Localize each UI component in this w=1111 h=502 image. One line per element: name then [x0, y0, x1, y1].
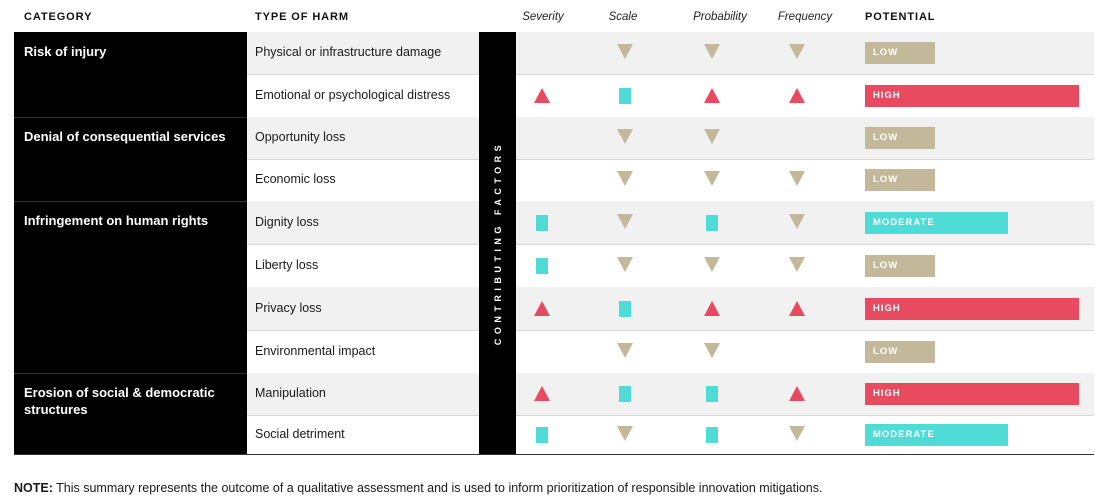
- low-triangle-icon: [789, 171, 805, 186]
- category-label: Denial of consequential services: [24, 129, 226, 144]
- footnote-text: This summary represents the outcome of a…: [52, 481, 823, 495]
- low-triangle-icon: [617, 44, 633, 59]
- category-label: Infringement on human rights: [24, 213, 209, 228]
- potential-badge: HIGH: [865, 297, 1079, 320]
- high-triangle-icon: [704, 87, 720, 103]
- category-label: Erosion of social & democratic structure…: [24, 385, 215, 417]
- potential-badge: MODERATE: [865, 211, 1008, 234]
- harm-type: Social detriment: [255, 426, 345, 441]
- high-triangle-icon: [534, 87, 550, 103]
- potential-badge: MODERATE: [865, 423, 1008, 446]
- harm-type: Environmental impact: [255, 343, 376, 358]
- row-divider: [247, 415, 1094, 416]
- high-triangle-icon: [789, 87, 805, 103]
- harm-type: Physical or infrastructure damage: [255, 45, 442, 59]
- category-block: [14, 373, 247, 454]
- potential-badge: HIGH: [865, 383, 1079, 405]
- header-frequency: Frequency: [777, 11, 833, 23]
- harm-type: Liberty loss: [255, 257, 319, 272]
- row-divider: [247, 74, 1094, 75]
- moderate-square-icon: [619, 300, 631, 317]
- table-row: [247, 159, 1094, 201]
- header-scale: Scale: [608, 11, 638, 23]
- potential-badge: LOW: [865, 169, 935, 191]
- low-triangle-icon: [704, 342, 720, 358]
- row-divider: [247, 244, 1094, 245]
- low-triangle-icon: [617, 213, 633, 229]
- table-row: [247, 32, 1094, 74]
- table-row: [247, 117, 1094, 159]
- low-triangle-icon: [617, 342, 633, 358]
- moderate-square-icon: [706, 214, 718, 231]
- harm-type: Dignity loss: [255, 214, 319, 229]
- header-probability: Probability: [693, 11, 747, 23]
- header-severity: Severity: [522, 11, 564, 23]
- potential-badge: LOW: [865, 340, 935, 363]
- low-triangle-icon: [704, 256, 720, 272]
- potential-badge: LOW: [865, 42, 935, 64]
- moderate-square-icon: [536, 214, 548, 231]
- low-triangle-icon: [789, 213, 805, 229]
- category-block: [14, 32, 247, 117]
- low-triangle-icon: [704, 129, 720, 144]
- high-triangle-icon: [534, 386, 550, 401]
- row-divider: [247, 159, 1094, 160]
- header-potential: POTENTIAL: [865, 11, 936, 23]
- harm-type: Economic loss: [255, 172, 336, 186]
- low-triangle-icon: [704, 171, 720, 186]
- contributing-factors-bar: CONTRIBUTING FACTORS: [479, 32, 516, 454]
- low-triangle-icon: [617, 171, 633, 186]
- harm-type: Privacy loss: [255, 300, 322, 315]
- low-triangle-icon: [789, 256, 805, 272]
- footnote-prefix: NOTE:: [14, 481, 53, 495]
- moderate-square-icon: [536, 426, 548, 443]
- high-triangle-icon: [789, 300, 805, 316]
- high-triangle-icon: [534, 300, 550, 316]
- moderate-square-icon: [619, 87, 631, 104]
- category-block: [14, 201, 247, 373]
- low-triangle-icon: [617, 256, 633, 272]
- footnote: NOTE: This summary represents the outcom…: [14, 481, 822, 495]
- row-divider: [247, 330, 1094, 331]
- harm-type: Emotional or psychological distress: [255, 87, 451, 102]
- low-triangle-icon: [617, 129, 633, 144]
- moderate-square-icon: [706, 426, 718, 443]
- high-triangle-icon: [789, 386, 805, 401]
- moderate-square-icon: [536, 257, 548, 274]
- high-triangle-icon: [704, 300, 720, 316]
- contributing-factors-label: CONTRIBUTING FACTORS: [492, 140, 503, 346]
- moderate-square-icon: [706, 386, 718, 402]
- low-triangle-icon: [789, 44, 805, 59]
- category-block: [14, 117, 247, 201]
- low-triangle-icon: [789, 425, 805, 441]
- table-bottom-rule: [14, 454, 1094, 455]
- potential-badge: LOW: [865, 254, 935, 277]
- harm-type: Manipulation: [255, 386, 326, 400]
- header-type-of-harm: TYPE OF HARM: [255, 11, 349, 23]
- header-category: CATEGORY: [24, 11, 93, 23]
- potential-badge: HIGH: [865, 84, 1079, 107]
- moderate-square-icon: [619, 386, 631, 402]
- low-triangle-icon: [704, 44, 720, 59]
- category-label: Risk of injury: [24, 44, 107, 59]
- low-triangle-icon: [617, 425, 633, 441]
- harm-type: Opportunity loss: [255, 130, 346, 144]
- potential-badge: LOW: [865, 127, 935, 149]
- table-row: [247, 244, 1094, 287]
